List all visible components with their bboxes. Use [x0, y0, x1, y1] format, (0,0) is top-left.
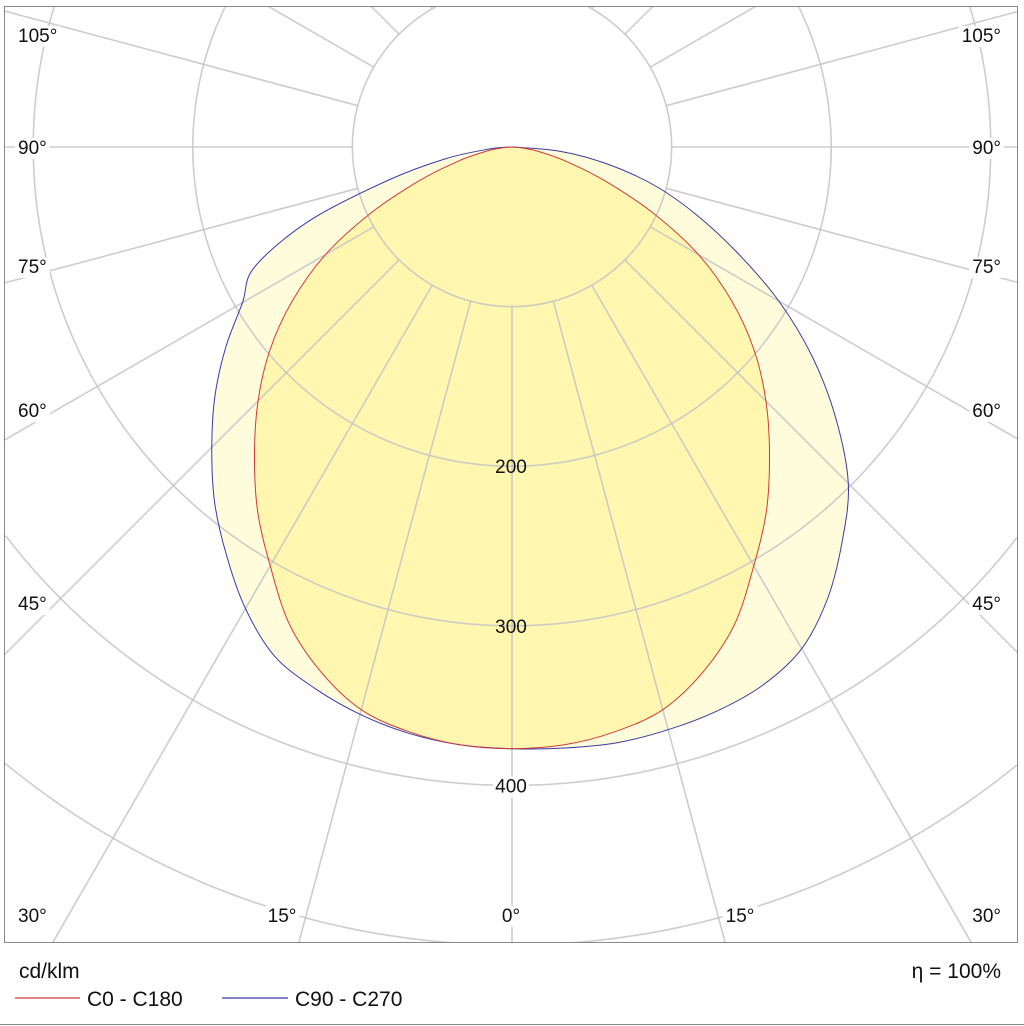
unit-label: cd/klm	[19, 960, 80, 983]
angle-label-right-45: 45°	[972, 594, 1001, 615]
grid-radial-105	[4, 10, 359, 107]
legend-label-c90-c270: C90 - C270	[295, 988, 402, 1011]
label-background	[15, 138, 50, 159]
grid-radial-45	[624, 259, 1018, 654]
legend-label-c0-c180: C0 - C180	[87, 988, 183, 1011]
grid-radial-15	[552, 300, 727, 943]
label-background	[15, 26, 61, 47]
grid-radial-15	[297, 300, 472, 943]
angle-label-bottom-2: 15°	[726, 906, 755, 927]
label-background	[969, 594, 1004, 615]
angle-label-bottom-1: 0°	[502, 906, 520, 927]
angle-label-right-90: 90°	[972, 138, 1001, 159]
grid-radial-45	[4, 259, 400, 656]
grid-radial-75	[4, 187, 359, 284]
grid-radial-120	[649, 6, 757, 68]
label-background	[15, 257, 50, 278]
radial-tick-label-400: 400	[495, 776, 527, 797]
plot-frame	[4, 6, 1018, 943]
label-background	[15, 906, 50, 927]
grid-circle-200	[192, 6, 832, 467]
angle-label-left-60: 60°	[18, 401, 47, 422]
angle-label-right-60: 60°	[972, 401, 1001, 422]
label-background	[969, 906, 1004, 927]
label-background	[15, 401, 50, 422]
label-background	[969, 401, 1004, 422]
angle-label-bottom-0: 15°	[268, 906, 297, 927]
efficiency-label: η = 100%	[912, 960, 1001, 983]
angle-label-left-45: 45°	[18, 594, 47, 615]
angle-label-right-75: 75°	[972, 257, 1001, 278]
angle-label-left-30: 30°	[18, 906, 47, 927]
angle-label-right-30: 30°	[972, 906, 1001, 927]
radial-tick-label-200: 200	[495, 457, 527, 478]
radial-tick-label-300: 300	[495, 617, 527, 638]
angle-label-right-105: 105°	[962, 26, 1001, 47]
curve-c0-c180	[253, 146, 771, 750]
grid-circle-500	[4, 762, 1018, 943]
grid-radial-60	[649, 226, 1018, 440]
grid-radial-30	[51, 284, 433, 943]
label-background	[15, 594, 50, 615]
label-background	[969, 257, 1004, 278]
grid-radial-135	[624, 6, 654, 35]
label-background	[493, 776, 529, 798]
angle-label-left-75: 75°	[18, 257, 47, 278]
intensity-fills	[211, 147, 849, 749]
grid-radial-30	[591, 284, 973, 943]
label-background	[722, 906, 758, 927]
label-background	[264, 906, 300, 927]
grid-radial-135	[370, 6, 400, 35]
label-background	[498, 906, 524, 927]
label-background	[958, 26, 1004, 47]
grid-circle-100	[351, 6, 673, 308]
grid-radial-75	[665, 187, 1018, 284]
axis-labels: 105° 90° 75° 60° 45° 30° 105° 90° 75° 60° 45° 30° 15…	[15, 26, 1004, 927]
angle-label-left-90: 90°	[18, 138, 47, 159]
angle-label-left-105: 105°	[18, 26, 57, 47]
grid-radial-60	[4, 226, 375, 441]
grid-radial-120	[267, 6, 375, 68]
label-background	[969, 138, 1004, 159]
intensity-curves	[211, 146, 850, 750]
